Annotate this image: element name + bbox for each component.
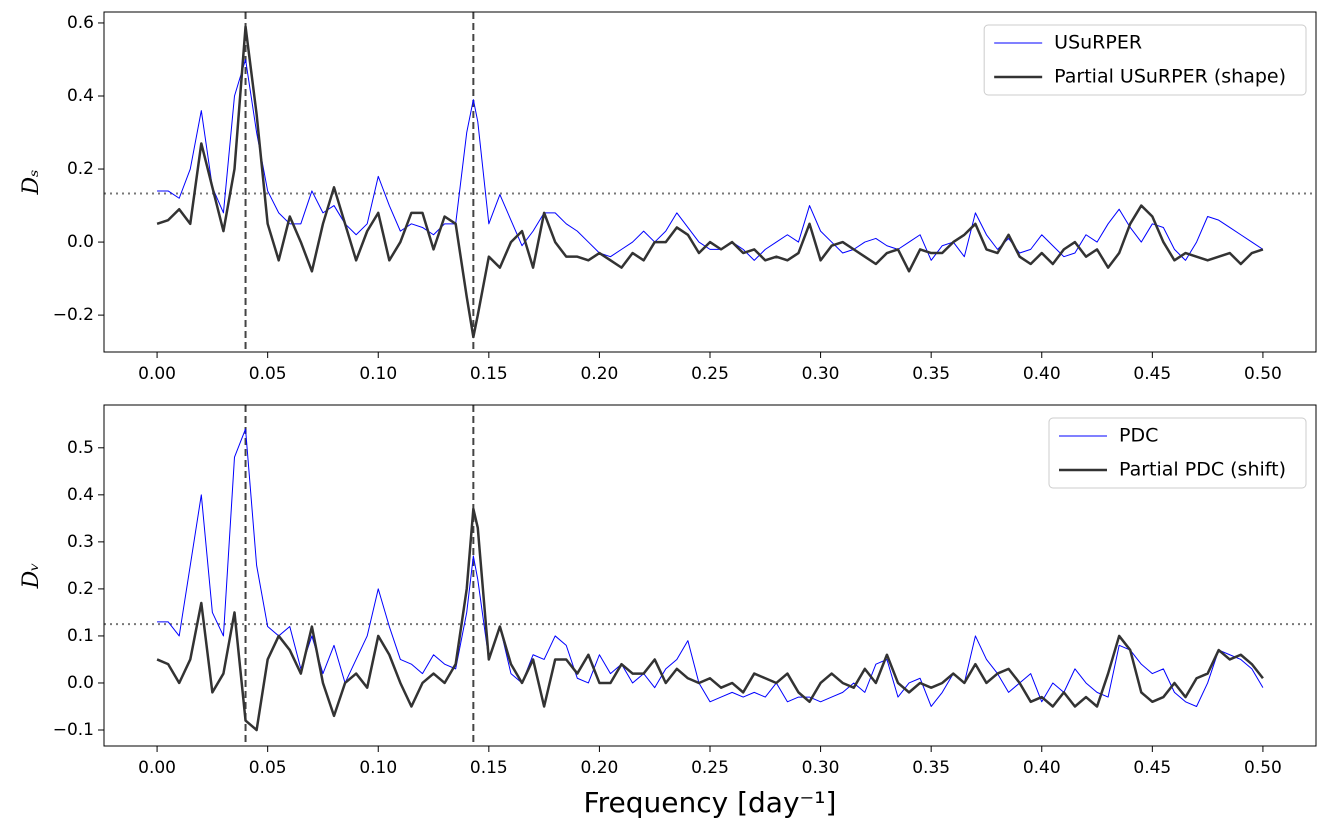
x-tick-label: 0.30 [802, 758, 840, 778]
y-tick-label: 0.6 [67, 13, 94, 33]
series-line [157, 428, 1264, 707]
legend-frame [1048, 417, 1307, 489]
x-tick-label: 0.05 [249, 364, 287, 384]
y-tick-label: −0.1 [53, 720, 94, 740]
x-tick-label: 0.30 [802, 364, 840, 384]
y-tick-label: 0.0 [67, 673, 94, 693]
plot-area [104, 405, 1316, 746]
legend-label: PDC [1119, 425, 1158, 447]
x-tick-label: 0.20 [580, 758, 618, 778]
y-tick-label: 0.3 [67, 532, 94, 552]
x-tick-label: 0.10 [359, 758, 397, 778]
y-tick-label: 0.0 [67, 232, 94, 252]
x-tick-label: 0.15 [470, 364, 508, 384]
x-axis-label: Frequency [day⁻¹] [584, 786, 837, 819]
series-line [156, 507, 1264, 732]
x-tick-label: 0.00 [138, 758, 176, 778]
legend-frame [983, 24, 1307, 96]
x-tick-label: 0.50 [1244, 758, 1282, 778]
x-tick-label: 0.35 [912, 758, 950, 778]
x-tick-label: 0.45 [1133, 364, 1171, 384]
y-tick-label: 0.2 [67, 159, 94, 179]
y-tick-label: 0.2 [67, 579, 94, 599]
y-tick-label: 0.4 [67, 485, 94, 505]
plot-area [104, 12, 1316, 352]
y-axis-label: Dᵥ [19, 563, 44, 590]
axes-frame [103, 11, 1317, 353]
x-tick-label: 0.15 [470, 758, 508, 778]
legend-label: USuRPER [1054, 32, 1142, 54]
axes-frame [103, 404, 1317, 747]
x-tick-label: 0.35 [912, 364, 950, 384]
y-tick-label: 0.1 [67, 626, 94, 646]
x-tick-label: 0.40 [1023, 758, 1061, 778]
series-line [156, 25, 1264, 339]
x-tick-label: 0.05 [249, 758, 287, 778]
legend: PDC Partial PDC (shift) [1048, 417, 1307, 489]
x-tick-label: 0.40 [1023, 364, 1061, 384]
legend-label: Partial USuRPER (shape) [1054, 66, 1286, 88]
y-axis-label: Dₛ [19, 169, 44, 195]
x-tick-label: 0.10 [359, 364, 397, 384]
legend: USuRPER Partial USuRPER (shape) [983, 24, 1307, 96]
legend-label: Partial PDC (shift) [1119, 459, 1286, 481]
y-tick-label: −0.2 [53, 305, 94, 325]
x-tick-label: 0.00 [138, 364, 176, 384]
x-tick-label: 0.20 [580, 364, 618, 384]
x-tick-label: 0.25 [691, 758, 729, 778]
y-tick-label: 0.5 [67, 438, 94, 458]
x-tick-label: 0.25 [691, 364, 729, 384]
x-tick-label: 0.50 [1244, 364, 1282, 384]
y-tick-label: 0.4 [67, 86, 94, 106]
x-tick-label: 0.45 [1133, 758, 1171, 778]
